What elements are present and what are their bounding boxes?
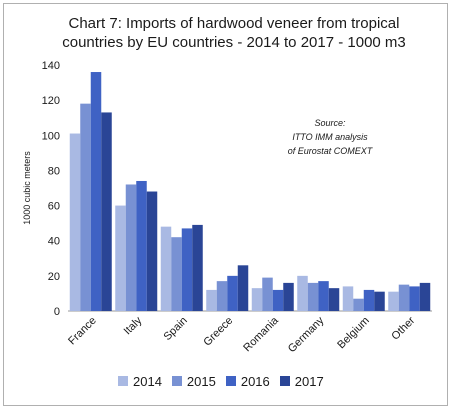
bar-romania-2015 xyxy=(262,277,273,311)
y-tick-label: 40 xyxy=(48,236,60,248)
bar-greece-2017 xyxy=(237,265,249,311)
y-tick-label: 60 xyxy=(48,201,60,213)
y-tick-label: 120 xyxy=(42,95,60,107)
y-tick-label: 100 xyxy=(42,130,60,142)
chart-title: Chart 7: Imports of hardwood veneer from… xyxy=(34,14,434,52)
bar-germany-2016 xyxy=(318,281,329,311)
bar-italy-2014 xyxy=(115,205,126,311)
legend-swatch xyxy=(225,376,236,386)
x-tick-label: Other xyxy=(389,314,417,342)
source-annotation-line-3: of Eurostat COMEXT xyxy=(288,146,374,156)
legend-label: 2016 xyxy=(240,373,270,389)
x-tick-label: Romania xyxy=(241,314,281,354)
legend-label: 2017 xyxy=(294,373,324,389)
legend-item-2014: 2014 xyxy=(118,374,162,389)
bar-greece-2016 xyxy=(227,275,238,311)
legend-item-2015: 2015 xyxy=(171,373,216,389)
source-annotation-line-1: Source: xyxy=(314,118,346,128)
y-axis-label: 1000 cubic meters xyxy=(22,151,32,225)
chart-title-line-2: countries by EU countries - 2014 to 2017… xyxy=(62,34,406,51)
bar-other-2016 xyxy=(409,286,420,311)
bar-other-2015 xyxy=(398,284,410,311)
bar-other-2017 xyxy=(419,282,431,311)
bar-spain-2015 xyxy=(171,237,182,311)
legend-label: 2014 xyxy=(133,373,162,389)
bar-germany-2015 xyxy=(307,282,319,311)
legend-swatch xyxy=(171,376,182,386)
bar-romania-2017 xyxy=(283,282,294,311)
bar-other-2014 xyxy=(388,291,399,311)
chart-title-line-1: Chart 7: Imports of hardwood veneer from… xyxy=(68,15,400,32)
bar-spain-2014 xyxy=(160,226,172,311)
bar-france-2015 xyxy=(80,103,91,312)
bar-france-2017 xyxy=(101,112,112,311)
bar-germany-2017 xyxy=(328,288,340,311)
y-tick-label: 0 xyxy=(54,306,60,318)
bar-france-2014 xyxy=(69,133,81,311)
x-tick-label: Belgium xyxy=(335,315,372,352)
x-tick-label: Germany xyxy=(286,314,327,355)
legend-swatch xyxy=(118,376,128,386)
x-tick-label: Greece xyxy=(201,315,235,349)
bar-belgium-2017 xyxy=(374,291,385,311)
bar-italy-2016 xyxy=(136,180,147,311)
y-tick-label: 80 xyxy=(48,165,60,177)
bar-greece-2014 xyxy=(206,289,217,311)
bar-greece-2015 xyxy=(216,281,228,311)
bar-italy-2017 xyxy=(146,191,158,311)
bar-germany-2014 xyxy=(297,275,308,311)
bar-france-2016 xyxy=(90,72,102,312)
bar-spain-2016 xyxy=(181,228,193,311)
x-tick-label: Spain xyxy=(161,315,189,343)
x-tick-label: Italy xyxy=(122,314,145,337)
bar-romania-2016 xyxy=(272,289,284,311)
y-tick-label: 20 xyxy=(48,271,60,283)
legend-swatch xyxy=(279,376,290,386)
legend-item-2017: 2017 xyxy=(279,373,324,389)
bar-belgium-2014 xyxy=(342,286,354,311)
bar-romania-2014 xyxy=(251,288,263,311)
legend-item-2016: 2016 xyxy=(225,373,270,389)
legend-label: 2015 xyxy=(186,373,216,389)
y-tick-label: 140 xyxy=(42,60,60,72)
bar-belgium-2016 xyxy=(363,289,375,311)
x-tick-label: France xyxy=(66,315,99,348)
bar-belgium-2015 xyxy=(353,298,364,311)
source-annotation-line-2: ITTO IMM analysis xyxy=(292,132,368,142)
chart-legend: 2014 2015 2016 2017 xyxy=(118,372,334,390)
bar-spain-2017 xyxy=(192,224,203,311)
bar-italy-2015 xyxy=(125,184,137,311)
